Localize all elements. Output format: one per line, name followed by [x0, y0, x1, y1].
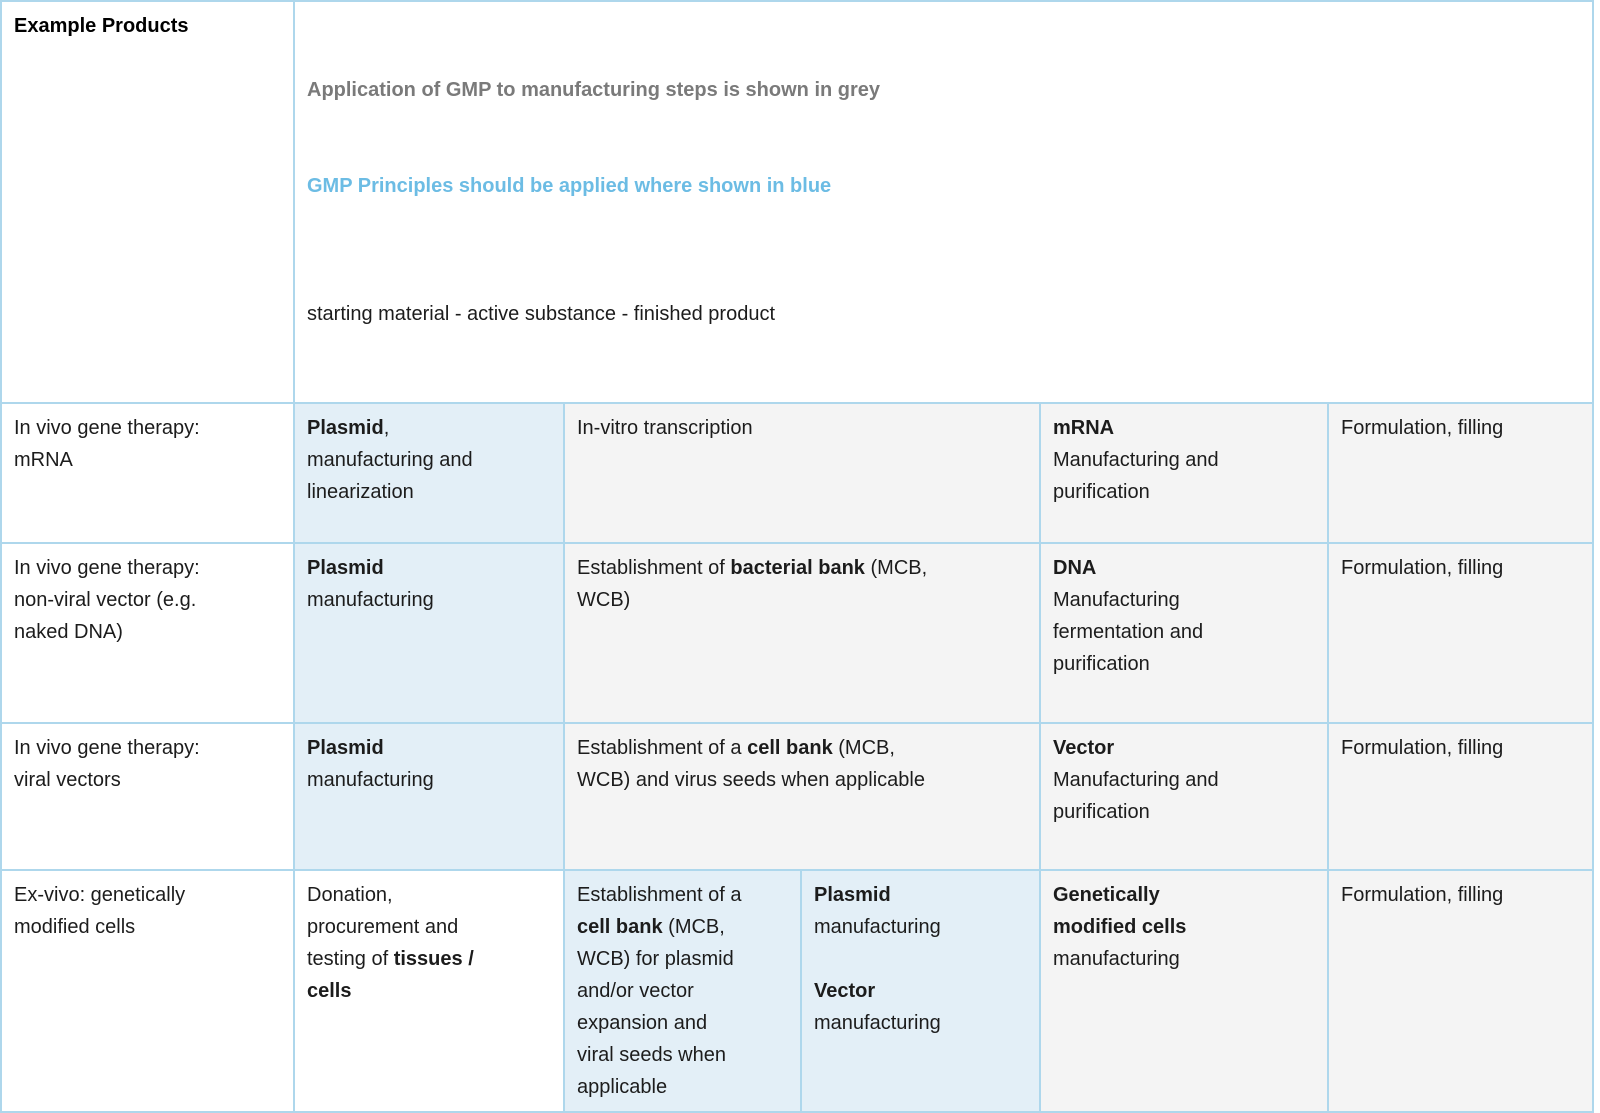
cell-cell-bank-virus-seeds: Establishment of a cell bank (MCB, WCB) … — [563, 722, 1041, 871]
cell-dna-manufacturing: DNA Manufacturing fermentation and purif… — [1039, 542, 1329, 724]
cell-genetically-modified-cells-manufacturing: Genetically modified cells manufacturing — [1039, 869, 1329, 1113]
legend-cell: Application of GMP to manufacturing step… — [292, 0, 1595, 404]
cell-bacterial-bank: Establishment of bacterial bank (MCB, WC… — [563, 542, 1041, 724]
legend-blue-text: GMP Principles should be applied where s… — [307, 175, 832, 197]
row-mrna: In vivo gene therapy: mRNA Plasmid, manu… — [0, 402, 1595, 544]
cell-formulation-filling-1: Formulation, filling — [1326, 402, 1595, 544]
cell-donation-procurement-testing: Donation, procurement and testing of tis… — [293, 869, 565, 1113]
cell-plasmid-manufacturing-r3: Plasmid manufacturing — [293, 722, 565, 871]
product-viral-vectors: In vivo gene therapy: viral vectors — [0, 722, 295, 871]
cell-in-vitro-transcription: In-vitro transcription — [563, 402, 1041, 544]
row-viral-vectors: In vivo gene therapy: viral vectors Plas… — [0, 722, 1595, 871]
material-flow-text: starting material - active substance - f… — [307, 303, 775, 325]
cell-mrna-manufacturing-purification: mRNA Manufacturing and purification — [1039, 402, 1329, 544]
product-non-viral-vector: In vivo gene therapy: non-viral vector (… — [0, 542, 295, 724]
cell-formulation-filling-4: Formulation, filling — [1326, 869, 1595, 1113]
cell-plasmid-manufacturing-r2: Plasmid manufacturing — [293, 542, 565, 724]
row-non-viral-vector: In vivo gene therapy: non-viral vector (… — [0, 542, 1595, 724]
cell-plasmid-vector-manufacturing: Plasmid manufacturing Vector manufacturi… — [800, 869, 1041, 1113]
cell-plasmid-manufacturing-linearization: Plasmid, manufacturing and linearization — [293, 402, 565, 544]
row-ex-vivo: Ex-vivo: genetically modified cells Dona… — [0, 869, 1595, 1113]
legend-grey-text: Application of GMP to manufacturing step… — [307, 79, 881, 101]
product-ex-vivo: Ex-vivo: genetically modified cells — [0, 869, 295, 1113]
cell-cell-bank-expansion: Establishment of a cell bank (MCB, WCB) … — [563, 869, 802, 1113]
product-mrna: In vivo gene therapy: mRNA — [0, 402, 295, 544]
example-products-header: Example Products — [0, 0, 295, 404]
header-row: Example Products Application of GMP to m… — [0, 0, 1595, 404]
cell-vector-manufacturing-purification: Vector Manufacturing and purification — [1039, 722, 1329, 871]
cell-formulation-filling-3: Formulation, filling — [1326, 722, 1595, 871]
cell-formulation-filling-2: Formulation, filling — [1326, 542, 1595, 724]
